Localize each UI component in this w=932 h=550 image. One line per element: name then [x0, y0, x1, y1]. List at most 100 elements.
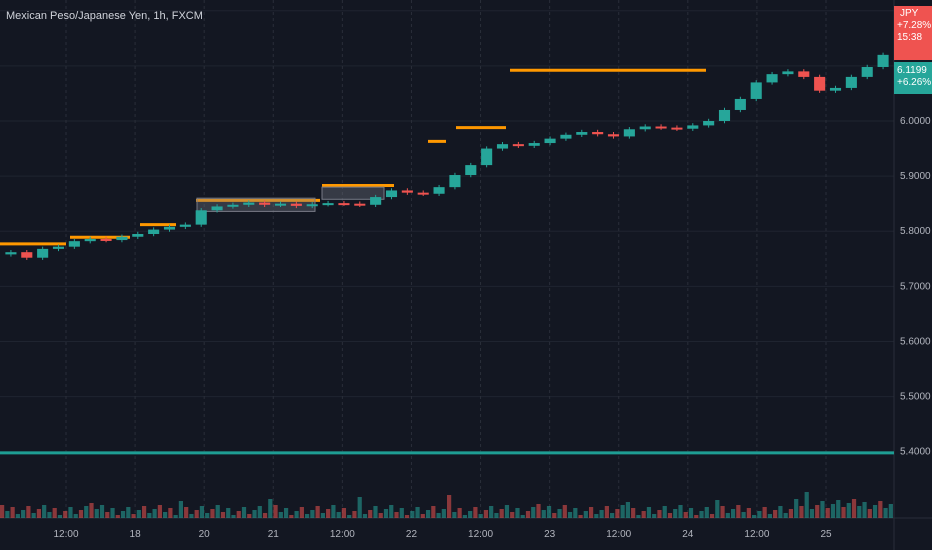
volume-bar: [73, 514, 78, 518]
volume-bar: [63, 511, 68, 518]
volume-bar: [420, 514, 425, 518]
volume-bar: [247, 514, 252, 518]
candle-body: [195, 210, 207, 225]
volume-bar: [194, 510, 199, 518]
volume-bar: [604, 506, 609, 518]
volume-bar: [657, 510, 662, 518]
volume-bar: [457, 508, 462, 518]
volume-bar: [410, 511, 415, 518]
volume-bar: [610, 513, 615, 518]
volume-bar: [399, 508, 404, 518]
candle-body: [782, 71, 794, 75]
volume-bar: [110, 508, 115, 518]
volume-bar: [815, 505, 820, 518]
volume-bar: [10, 507, 15, 518]
change-percent-green: +6.26%: [897, 77, 932, 88]
volume-bar: [447, 495, 452, 518]
price-tick-label: 5.5000: [900, 392, 931, 403]
volume-bar: [746, 508, 751, 518]
volume-bar: [299, 507, 304, 518]
change-percent-red: +7.28%: [897, 20, 932, 31]
candle-body: [560, 134, 572, 139]
volume-bar: [120, 511, 126, 518]
volume-bar: [189, 514, 194, 518]
price-tick-label: 5.9000: [900, 171, 931, 182]
volume-bar: [709, 514, 715, 518]
volume-bar: [226, 508, 231, 518]
volume-bar: [452, 512, 457, 518]
volume-bar: [178, 501, 184, 518]
candle-body: [528, 143, 540, 146]
volume-bar: [268, 499, 273, 518]
volume-bar: [394, 512, 399, 518]
candle-body: [639, 126, 651, 130]
candle-body: [21, 252, 33, 258]
candle-body: [814, 76, 826, 91]
volume-bar: [673, 509, 678, 518]
candle-body: [465, 165, 477, 176]
candle-body: [100, 238, 112, 241]
volume-bar: [646, 507, 652, 518]
volume-bar: [578, 515, 583, 518]
volume-bar: [494, 513, 499, 518]
volume-bar: [825, 508, 830, 518]
candle-body: [179, 224, 191, 227]
volume-bar: [231, 515, 236, 518]
candle-body: [877, 54, 889, 67]
candle-body: [338, 203, 350, 206]
volume-bar: [862, 502, 867, 518]
last-price-tag: JPY +7.28% 15:38: [894, 6, 932, 60]
volume-bar: [184, 507, 189, 518]
volume-bar: [631, 508, 636, 518]
volume-bar: [678, 505, 683, 518]
volume-bar: [31, 513, 36, 518]
volume-bar: [147, 513, 152, 518]
volume-bar: [283, 508, 289, 518]
volume-bar: [836, 500, 841, 518]
volume-bar: [809, 509, 815, 518]
candle-body: [829, 87, 842, 91]
volume-bar: [326, 509, 331, 518]
candle-body: [718, 109, 731, 121]
volume-bar: [489, 506, 494, 518]
volume-bar: [36, 509, 42, 518]
candle-body: [290, 203, 302, 206]
volume-bar: [483, 510, 489, 518]
candle-body: [671, 127, 683, 130]
volume-bar: [525, 511, 531, 518]
current-price: 6.1199: [897, 65, 927, 76]
candle-body: [449, 175, 461, 188]
candle-body: [211, 206, 223, 211]
time-tick-label: 24: [682, 529, 694, 540]
volume-bar: [715, 500, 720, 518]
candle-body: [798, 71, 810, 77]
volume-bar: [415, 507, 420, 518]
volume-bar: [625, 502, 631, 518]
countdown-timer: 15:38: [897, 32, 923, 43]
volume-bar: [867, 509, 872, 518]
volume-bar: [804, 492, 809, 518]
volume-bar: [331, 505, 336, 518]
candle-body: [734, 98, 746, 110]
volume-bar: [599, 510, 604, 518]
volume-bar: [499, 509, 504, 518]
candle-body: [385, 190, 398, 198]
volume-bar: [357, 497, 362, 518]
volume-bar: [468, 511, 473, 518]
volume-bar: [520, 515, 525, 518]
volume-bar: [404, 515, 410, 518]
volume-bar: [378, 513, 383, 518]
volume-bar: [199, 506, 205, 518]
candle-body: [132, 234, 144, 237]
candle-body: [417, 192, 429, 195]
volume-bar: [157, 505, 162, 518]
volume-bar: [872, 505, 878, 518]
volume-bar: [294, 511, 299, 518]
candle-body: [481, 148, 493, 166]
price-tick-label: 5.7000: [900, 281, 931, 292]
candle-body: [227, 204, 239, 207]
candle-body: [37, 248, 49, 258]
volume-bar: [273, 505, 278, 518]
time-axis[interactable]: 12:00 18 20 21 12:00 22 12:00 23 12:00 24 12:00 25: [53, 529, 832, 540]
